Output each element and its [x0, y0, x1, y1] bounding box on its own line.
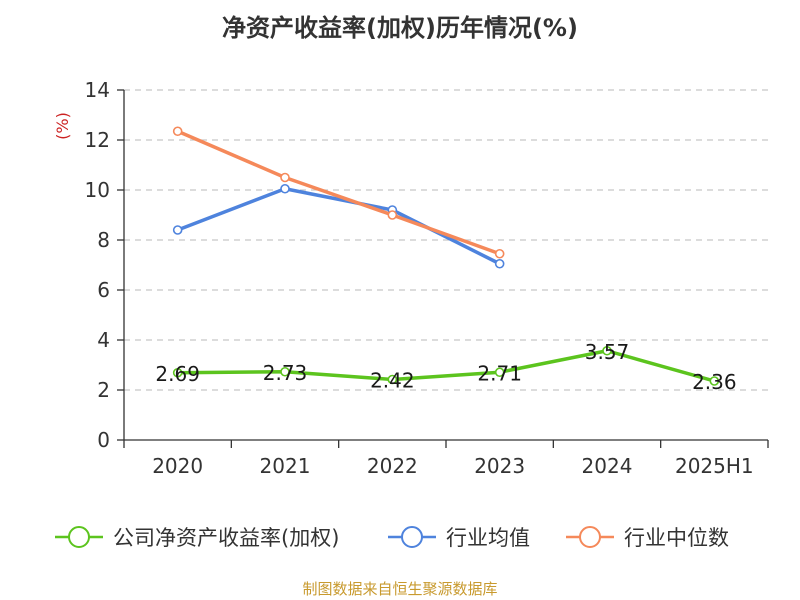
data-point [172, 225, 183, 235]
data-label: 2.42 [370, 369, 415, 393]
data-point [494, 367, 505, 378]
data-label: 2.36 [692, 370, 737, 394]
axes: 0 2 4 6 8 10 12 14 2020 2021 2022 2023 2024 2025H1 (%) [53, 78, 769, 478]
data-point [709, 376, 720, 386]
y-tick-label: 0 [97, 428, 110, 452]
grid-lines [124, 89, 768, 391]
x-tick-label: 2024 [582, 454, 633, 478]
y-tick-label: 4 [97, 328, 110, 352]
y-tick-label: 12 [85, 128, 110, 152]
y-tick-label: 10 [85, 178, 110, 202]
x-tick-label: 2022 [367, 454, 418, 478]
data-point [172, 367, 183, 378]
series-line [175, 187, 502, 266]
y-axis-unit-label: (%) [53, 112, 72, 140]
legend-label: 行业均值 [446, 526, 530, 550]
data-point [280, 183, 290, 194]
y-tick-label: 8 [97, 228, 110, 252]
series-line [175, 349, 717, 383]
legend: 公司净资产收益率(加权) 行业均值 行业中位数 [55, 526, 729, 550]
data-point [387, 374, 398, 385]
x-tick-label: 2023 [474, 454, 525, 478]
data-label: 3.57 [585, 340, 630, 364]
y-tick-label: 2 [97, 378, 110, 402]
x-tick-label: 2020 [152, 454, 203, 478]
data-point [280, 172, 290, 183]
data-point [387, 210, 398, 220]
data-point [494, 258, 505, 269]
data-point [172, 126, 183, 137]
legend-marker-circle [579, 526, 601, 548]
data-source-note: 制图数据来自恒生聚源数据库 [302, 580, 498, 598]
data-label: 2.69 [155, 362, 200, 386]
y-tick-label: 6 [97, 278, 110, 302]
y-tick-label: 14 [85, 78, 110, 102]
legend-marker-circle [68, 526, 90, 548]
series-line [175, 129, 502, 256]
x-tick-label: 2025H1 [675, 454, 754, 478]
x-tick-label: 2021 [260, 454, 311, 478]
data-labels: 2.69 2.73 2.42 2.71 3.57 2.36 [155, 340, 736, 394]
series [172, 126, 720, 386]
legend-marker-circle [401, 526, 423, 548]
data-label: 2.73 [263, 361, 308, 385]
chart-title: 净资产收益率(加权)历年情况(%) [222, 14, 578, 42]
legend-label: 公司净资产收益率(加权) [113, 526, 339, 550]
data-point [280, 366, 290, 377]
data-point [494, 248, 505, 259]
data-label: 2.71 [477, 361, 522, 385]
data-point [602, 345, 612, 356]
legend-label: 行业中位数 [624, 526, 729, 550]
